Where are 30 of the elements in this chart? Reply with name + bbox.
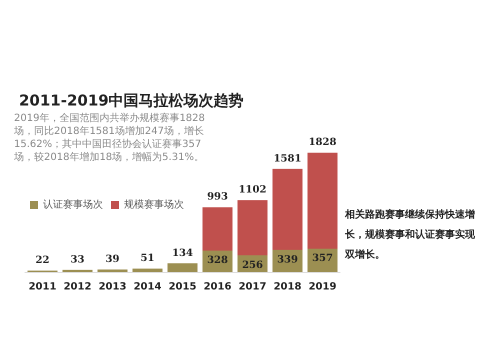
x-tick-label: 2012 [64, 282, 92, 292]
data-label: 33 [70, 254, 84, 266]
x-tick-label: 2013 [98, 282, 126, 292]
data-label: 1102 [238, 184, 266, 196]
x-tick-label: 2011 [28, 282, 56, 292]
data-label: 1828 [308, 137, 336, 148]
bar [98, 269, 128, 272]
data-label: 339 [277, 254, 298, 266]
legend-label: 规模赛事场次 [124, 198, 184, 210]
bar [168, 263, 198, 272]
annotation: 2019年，全国范围内共举办规模赛事1828场，同比2018年1581场增加247场，增长15.62%；其中中国田径协会认证赛事357场，较2018年增加18场，增幅为5.31%。 [13, 112, 205, 163]
legend-label: 认证赛事场次 [43, 198, 103, 210]
chart-title: 2011-2019中国马拉松场次趋势 [19, 92, 244, 110]
data-label: 357 [312, 253, 333, 264]
data-label: 39 [106, 254, 120, 265]
x-tick-label: 2019 [308, 282, 336, 292]
data-label: 51 [140, 253, 154, 264]
x-tick-label: 2018 [274, 282, 302, 292]
text: 相关路跑赛事继续保持快速增长，规模赛事和认证赛事实现双增长。 [344, 208, 476, 260]
x-tick-label: 2017 [238, 282, 266, 292]
data-label: 1581 [274, 153, 302, 164]
data-label: 134 [172, 248, 193, 259]
x-tick-label: 2014 [134, 282, 162, 292]
x-tick-label: 2015 [168, 282, 196, 292]
data-label: 22 [36, 255, 50, 266]
data-label: 328 [207, 255, 228, 266]
x-tick-label: 2016 [204, 282, 232, 292]
data-label: 256 [242, 260, 263, 271]
bar [132, 268, 162, 272]
data-label: 993 [207, 192, 228, 203]
